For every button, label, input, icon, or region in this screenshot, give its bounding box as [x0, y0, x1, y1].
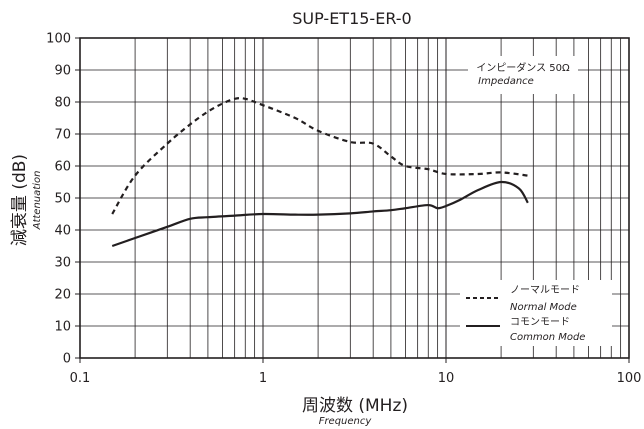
legend: ノーマルモード Normal Mode コモンモード Common Mode: [460, 280, 612, 346]
y-axis-title: 減衰量 (dB): [10, 154, 30, 246]
x-axis-title: 周波数 (MHz): [302, 396, 408, 416]
impedance-note-jp: インピーダンス 50Ω: [476, 61, 570, 74]
y-tick-label: 60: [54, 160, 71, 175]
y-tick-label: 100: [46, 32, 71, 47]
y-tick-label: 20: [54, 288, 71, 303]
y-tick-label: 90: [54, 64, 71, 79]
y-tick-label: 50: [54, 192, 71, 207]
x-tick-labels: 0.1 1 10 100: [70, 371, 642, 386]
legend-label-common-en: Common Mode: [510, 332, 585, 343]
series-line-normal-mode: [111, 96, 528, 215]
legend-label-normal-jp: ノーマルモード: [510, 285, 580, 296]
series-layer: [111, 96, 529, 248]
x-tick-label: 0.1: [70, 371, 91, 386]
impedance-note: インピーダンス 50Ω Impedance: [468, 56, 578, 94]
legend-label-common-jp: コモンモード: [510, 317, 570, 328]
y-tick-label: 10: [54, 320, 71, 335]
legend-bg: [460, 280, 612, 346]
plot-frame: [79, 37, 630, 359]
y-tick-label: 70: [54, 128, 71, 143]
x-tick-label: 100: [617, 371, 642, 386]
y-tick-label: 80: [54, 96, 71, 111]
x-tick-label: 1: [259, 371, 267, 386]
x-axis-subtitle: Frequency: [319, 416, 373, 427]
y-tick-labels: 0 10 20 30 40 50 60 70 80 90 100: [46, 32, 71, 367]
y-tick-label: 40: [54, 224, 71, 239]
y-axis-subtitle: Attenuation: [32, 171, 43, 231]
impedance-note-en: Impedance: [478, 76, 534, 87]
impedance-note-bg: [468, 56, 578, 94]
series-line-common-mode: [111, 180, 529, 248]
y-tick-label: 30: [54, 256, 71, 271]
chart-title: SUP-ET15-ER-0: [292, 9, 411, 28]
y-tick-label: 0: [63, 352, 71, 367]
x-tick-label: 10: [438, 371, 455, 386]
tick-marks: [75, 37, 630, 363]
legend-label-normal-en: Normal Mode: [510, 302, 577, 313]
